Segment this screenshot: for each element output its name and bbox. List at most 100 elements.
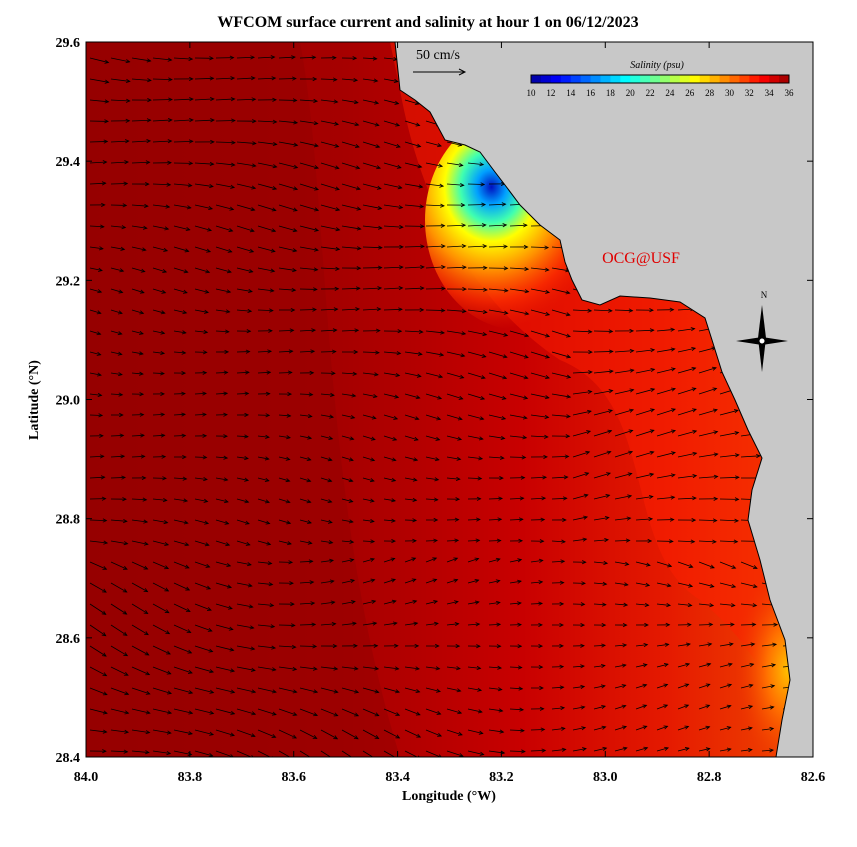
- colorbar-cell: [620, 75, 630, 83]
- y-tick-label: 29.0: [56, 394, 81, 409]
- colorbar-label: 14: [566, 88, 576, 98]
- vector-head: [814, 100, 818, 103]
- vector-head: [312, 758, 316, 761]
- x-tick-label: 83.0: [593, 770, 618, 785]
- vector-head: [818, 434, 822, 437]
- vector-head: [819, 477, 823, 480]
- colorbar-cell: [749, 75, 759, 83]
- x-tick-label: 82.6: [801, 770, 826, 785]
- colorbar-cell: [680, 75, 690, 83]
- x-tick-label: 83.6: [281, 770, 306, 785]
- vector: [279, 372, 292, 373]
- vector-head: [817, 412, 821, 415]
- vector-head: [818, 584, 822, 587]
- vector-head: [816, 56, 820, 59]
- colorbar-label: 28: [705, 88, 715, 98]
- vector-head: [354, 758, 358, 761]
- colorbar-label: 16: [586, 88, 596, 98]
- colorbar-label: 32: [745, 88, 754, 98]
- y-tick-label: 28.4: [56, 751, 81, 766]
- colorbar-cell: [610, 75, 620, 83]
- vector-head: [814, 347, 818, 350]
- colorbar-cell: [591, 75, 601, 83]
- colorbar-cell: [660, 75, 670, 83]
- colorbar-cell: [700, 75, 710, 83]
- colorbar-cell: [710, 75, 720, 83]
- x-tick-label: 83.2: [489, 770, 514, 785]
- colorbar-cell: [690, 75, 700, 83]
- vector: [174, 435, 185, 436]
- vector-head: [375, 757, 379, 760]
- vector-head: [333, 758, 337, 761]
- vector: [111, 477, 125, 478]
- y-tick-label: 29.2: [56, 274, 81, 289]
- compass-center: [759, 338, 765, 344]
- colorbar-cell: [640, 75, 650, 83]
- vector-head: [815, 665, 819, 668]
- y-tick-label: 28.8: [56, 513, 81, 528]
- vector-head: [816, 390, 820, 393]
- colorbar-cell: [720, 75, 730, 83]
- colorbar-cell: [561, 75, 571, 83]
- x-tick-label: 83.8: [178, 770, 203, 785]
- vector-head: [819, 538, 823, 541]
- vector-head: [814, 686, 818, 689]
- colorbar-cell: [600, 75, 610, 83]
- colorbar-cell: [769, 75, 779, 83]
- vector: [489, 540, 501, 541]
- vector-head: [813, 121, 817, 124]
- vector-head: [815, 369, 819, 372]
- vector-head: [292, 757, 296, 760]
- colorbar-label: 18: [606, 88, 616, 98]
- map-area: [86, 42, 823, 761]
- colorbar-label: 20: [626, 88, 636, 98]
- colorbar-label: 26: [685, 88, 695, 98]
- scale-label: 50 cm/s: [416, 48, 460, 63]
- vector: [90, 141, 107, 142]
- vector-head: [817, 624, 821, 627]
- colorbar-cell: [739, 75, 749, 83]
- x-tick-label: 83.4: [385, 770, 410, 785]
- vector: [531, 729, 544, 730]
- y-tick-label: 29.6: [56, 36, 81, 51]
- watermark: OCG@USF: [602, 250, 680, 267]
- compass-label: N: [761, 290, 768, 300]
- vector: [279, 78, 296, 79]
- legend-title: Salinity (psu): [630, 60, 684, 71]
- colorbar-label: 34: [765, 88, 775, 98]
- y-tick-label: 28.6: [56, 632, 81, 647]
- colorbar-label: 36: [785, 88, 795, 98]
- vector: [699, 624, 712, 625]
- vector-head: [817, 604, 821, 607]
- colorbar-label: 30: [725, 88, 735, 98]
- colorbar-cell: [551, 75, 561, 83]
- x-tick-label: 84.0: [74, 770, 99, 785]
- colorbar-cell: [759, 75, 769, 83]
- colorbar-label: 12: [546, 88, 555, 98]
- colorbar-label: 22: [646, 88, 655, 98]
- vector: [489, 498, 502, 499]
- colorbar-cell: [531, 75, 541, 83]
- vector: [195, 457, 207, 458]
- vector-head: [815, 78, 819, 81]
- vector: [594, 351, 613, 352]
- colorbar-cell: [571, 75, 581, 83]
- x-axis-label: Longitude (°W): [402, 789, 496, 804]
- vector-head: [819, 518, 823, 521]
- colorbar-cell: [630, 75, 640, 83]
- colorbar-label: 10: [527, 88, 537, 98]
- x-tick-label: 82.8: [697, 770, 722, 785]
- vector-head: [813, 707, 817, 710]
- vector: [426, 288, 445, 289]
- vector-head: [819, 456, 823, 459]
- vector: [300, 624, 315, 625]
- colorbar-cell: [779, 75, 789, 83]
- title: WFCOM surface current and salinity at ho…: [217, 14, 638, 31]
- y-axis-label: Latitude (°N): [27, 360, 42, 440]
- colorbar-cell: [729, 75, 739, 83]
- colorbar-cell: [581, 75, 591, 83]
- vector-head: [819, 498, 823, 501]
- vector-head: [817, 565, 821, 568]
- vector-head: [816, 644, 820, 647]
